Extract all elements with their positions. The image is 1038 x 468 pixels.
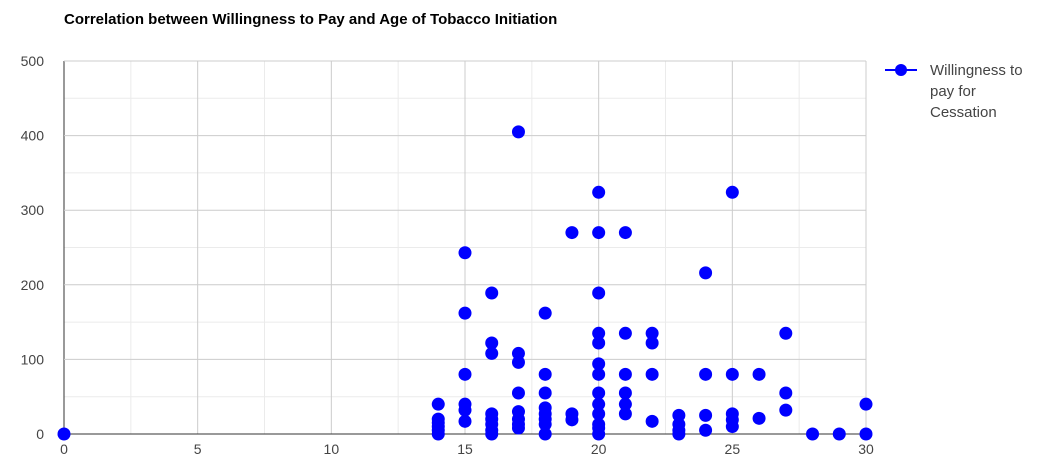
y-tick-label: 500 <box>21 53 45 69</box>
point <box>511 125 525 139</box>
point <box>511 421 525 435</box>
point <box>458 414 472 428</box>
point <box>592 226 606 240</box>
point <box>565 413 579 427</box>
point <box>565 226 579 240</box>
point <box>645 367 659 381</box>
point <box>592 397 606 411</box>
point <box>538 386 552 400</box>
point <box>645 414 659 428</box>
point <box>806 427 820 441</box>
point <box>752 367 766 381</box>
point <box>592 336 606 350</box>
point <box>431 412 445 426</box>
y-tick-label: 200 <box>21 277 45 293</box>
point <box>511 355 525 369</box>
x-tick-label: 5 <box>194 441 202 457</box>
point <box>699 408 713 422</box>
point <box>672 408 686 422</box>
x-tick-label: 25 <box>725 441 741 457</box>
point <box>485 286 499 300</box>
legend-label: Willingness to pay for Cessation <box>930 62 1023 121</box>
point <box>779 386 793 400</box>
point <box>725 420 739 434</box>
x-tick-label: 0 <box>60 441 68 457</box>
point <box>511 386 525 400</box>
point <box>458 367 472 381</box>
point <box>511 346 525 360</box>
point <box>538 367 552 381</box>
y-tick-label: 0 <box>36 426 44 442</box>
point <box>618 407 632 421</box>
point <box>592 367 606 381</box>
point <box>618 386 632 400</box>
x-tick-label: 30 <box>858 441 874 457</box>
y-tick-label: 300 <box>21 202 45 218</box>
point <box>725 185 739 199</box>
x-tick-label: 10 <box>324 441 340 457</box>
point <box>672 427 686 441</box>
point <box>725 367 739 381</box>
point <box>832 427 846 441</box>
point <box>485 336 499 350</box>
point <box>458 246 472 260</box>
point <box>618 367 632 381</box>
x-tick-label: 15 <box>457 441 473 457</box>
point <box>618 397 632 411</box>
point <box>538 417 552 431</box>
legend-marker <box>895 64 907 76</box>
point <box>592 427 606 441</box>
point <box>699 266 713 280</box>
point <box>752 411 766 425</box>
x-tick-label: 20 <box>591 441 607 457</box>
point <box>485 346 499 360</box>
point <box>431 397 445 411</box>
point <box>538 306 552 320</box>
point <box>458 403 472 417</box>
y-tick-label: 100 <box>21 351 45 367</box>
point <box>458 306 472 320</box>
y-tick-label: 400 <box>21 128 45 144</box>
point <box>779 326 793 340</box>
chart-title: Correlation between Willingness to Pay a… <box>64 11 557 28</box>
point <box>859 427 873 441</box>
point <box>645 326 659 340</box>
point <box>592 407 606 421</box>
point <box>592 286 606 300</box>
point <box>699 423 713 437</box>
point <box>592 326 606 340</box>
point <box>592 185 606 199</box>
point <box>618 326 632 340</box>
point <box>859 397 873 411</box>
point <box>592 386 606 400</box>
point <box>485 427 499 441</box>
point <box>618 226 632 240</box>
point <box>699 367 713 381</box>
point <box>57 427 71 441</box>
point <box>538 427 552 441</box>
point <box>779 403 793 417</box>
point <box>592 357 606 371</box>
point <box>645 336 659 350</box>
